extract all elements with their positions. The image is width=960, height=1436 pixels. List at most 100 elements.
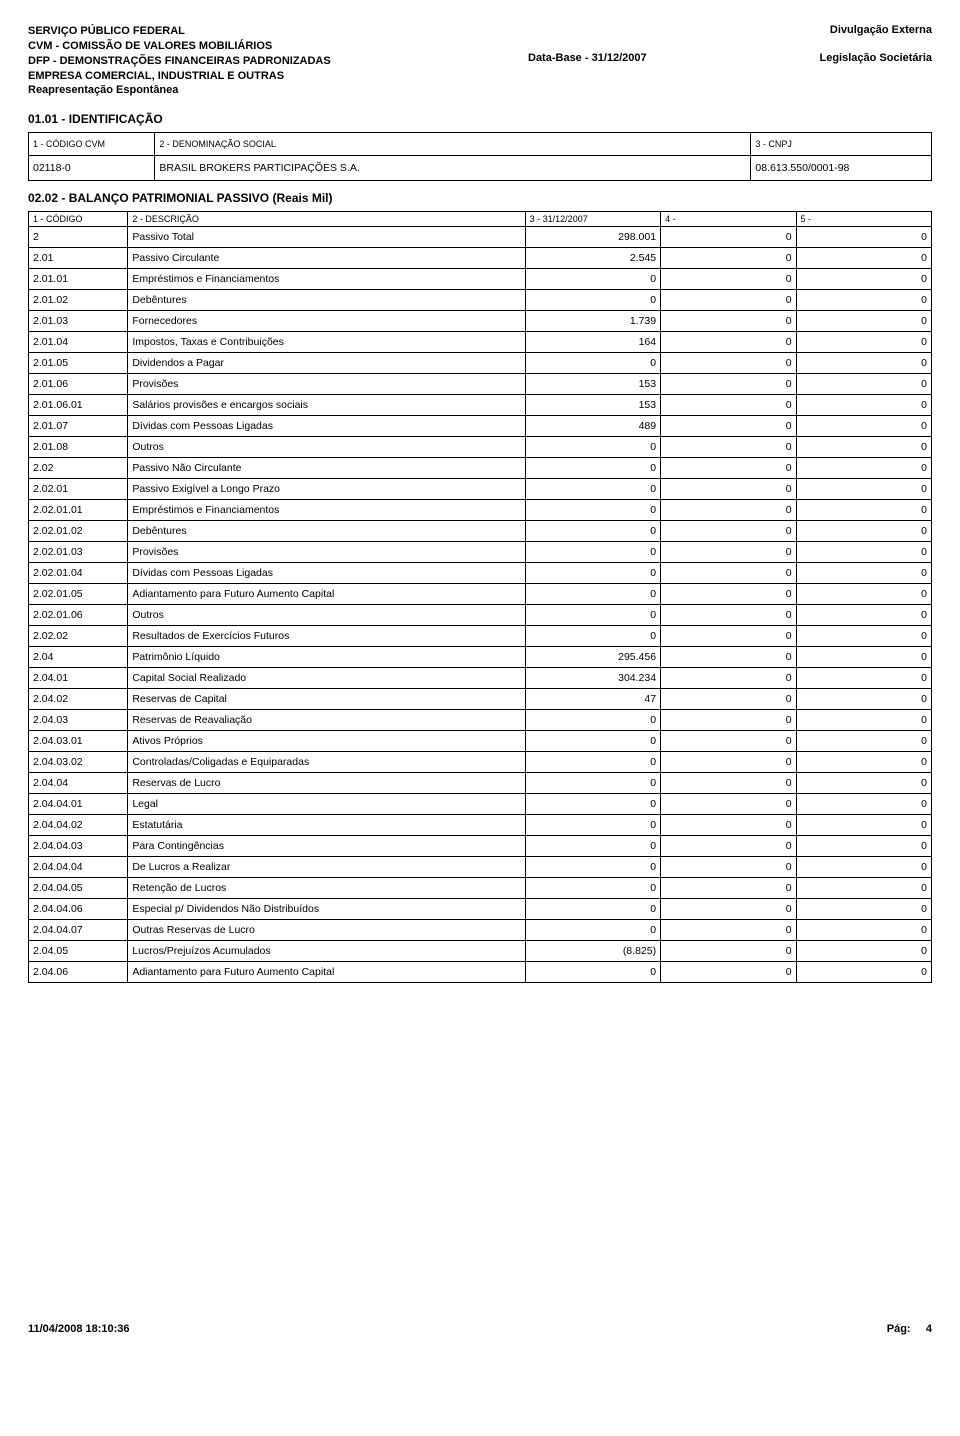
header-line-3: DFP - DEMONSTRAÇÕES FINANCEIRAS PADRONIZ… <box>28 54 932 69</box>
cell-v2: 0 <box>661 227 796 248</box>
cell-code: 2.02.01.02 <box>29 521 128 542</box>
cell-v3: 0 <box>796 836 931 857</box>
cell-desc: Reservas de Lucro <box>128 773 525 794</box>
cell-v2: 0 <box>661 878 796 899</box>
table-row: 2.04.04Reservas de Lucro000 <box>29 773 932 794</box>
cell-v2: 0 <box>661 962 796 983</box>
balance-head-v2: 4 - <box>661 212 796 227</box>
cell-desc: Provisões <box>128 374 525 395</box>
table-row: 2.04Patrimônio Líquido295.45600 <box>29 647 932 668</box>
cell-v2: 0 <box>661 269 796 290</box>
cell-v1: (8.825) <box>525 941 660 962</box>
table-row: 2.04.04.02Estatutária000 <box>29 815 932 836</box>
cell-v2: 0 <box>661 857 796 878</box>
cell-v3: 0 <box>796 227 931 248</box>
cell-code: 2.04.01 <box>29 668 128 689</box>
balance-head-desc: 2 - DESCRIÇÃO <box>128 212 525 227</box>
header-line-1: SERVIÇO PÚBLICO FEDERAL <box>28 24 932 39</box>
cell-code: 2.02.01.06 <box>29 605 128 626</box>
cell-v3: 0 <box>796 710 931 731</box>
header-data-base: Data-Base - 31/12/2007 <box>528 52 647 64</box>
table-row: 2.04.04.05Retenção de Lucros000 <box>29 878 932 899</box>
table-row: 2.01.02Debêntures000 <box>29 290 932 311</box>
cell-v2: 0 <box>661 395 796 416</box>
identification-table: 1 - CÓDIGO CVM 2 - DENOMINAÇÃO SOCIAL 3 … <box>28 132 932 181</box>
cell-v3: 0 <box>796 962 931 983</box>
cell-v3: 0 <box>796 731 931 752</box>
cell-v2: 0 <box>661 710 796 731</box>
cell-desc: Especial p/ Dividendos Não Distribuídos <box>128 899 525 920</box>
cell-v1: 0 <box>525 521 660 542</box>
cell-v1: 164 <box>525 332 660 353</box>
cell-v2: 0 <box>661 584 796 605</box>
table-row: 2.02.01.01Empréstimos e Financiamentos00… <box>29 500 932 521</box>
footer-page-number: 4 <box>926 1323 932 1335</box>
balance-table: 1 - CÓDIGO 2 - DESCRIÇÃO 3 - 31/12/2007 … <box>28 211 932 983</box>
cell-desc: Resultados de Exercícios Futuros <box>128 626 525 647</box>
table-row: 2.02.01.02Debêntures000 <box>29 521 932 542</box>
cell-desc: Debêntures <box>128 521 525 542</box>
cell-v3: 0 <box>796 395 931 416</box>
ident-value-cnpj: 08.613.550/0001-98 <box>751 156 932 181</box>
section-identification-title: 01.01 - IDENTIFICAÇÃO <box>28 112 932 126</box>
cell-v1: 2.545 <box>525 248 660 269</box>
cell-desc: Dívidas com Pessoas Ligadas <box>128 416 525 437</box>
cell-desc: Debêntures <box>128 290 525 311</box>
cell-v2: 0 <box>661 899 796 920</box>
cell-v3: 0 <box>796 941 931 962</box>
cell-desc: Dividendos a Pagar <box>128 353 525 374</box>
cell-v2: 0 <box>661 647 796 668</box>
cell-v2: 0 <box>661 752 796 773</box>
cell-v3: 0 <box>796 374 931 395</box>
cell-v1: 0 <box>525 479 660 500</box>
ident-label-code: 1 - CÓDIGO CVM <box>29 133 155 156</box>
cell-v2: 0 <box>661 500 796 521</box>
cell-v2: 0 <box>661 689 796 710</box>
cell-v3: 0 <box>796 542 931 563</box>
ident-value-name: BRASIL BROKERS PARTICIPAÇÕES S.A. <box>155 156 751 181</box>
cell-v1: 0 <box>525 269 660 290</box>
cell-v1: 0 <box>525 563 660 584</box>
table-row: 2.01.04Impostos, Taxas e Contribuições16… <box>29 332 932 353</box>
cell-v2: 0 <box>661 668 796 689</box>
table-row: 2.02.01.04Dívidas com Pessoas Ligadas000 <box>29 563 932 584</box>
cell-v3: 0 <box>796 269 931 290</box>
cell-code: 2 <box>29 227 128 248</box>
cell-v2: 0 <box>661 290 796 311</box>
cell-v3: 0 <box>796 458 931 479</box>
table-row: 2.04.04.06Especial p/ Dividendos Não Dis… <box>29 899 932 920</box>
cell-v2: 0 <box>661 731 796 752</box>
cell-desc: Reservas de Reavaliação <box>128 710 525 731</box>
table-row: 2.04.04.07Outras Reservas de Lucro000 <box>29 920 932 941</box>
cell-v1: 0 <box>525 437 660 458</box>
cell-desc: Fornecedores <box>128 311 525 332</box>
cell-v3: 0 <box>796 647 931 668</box>
cell-desc: Passivo Total <box>128 227 525 248</box>
report-header: SERVIÇO PÚBLICO FEDERAL CVM - COMISSÃO D… <box>28 24 932 98</box>
cell-desc: Passivo Exigível a Longo Prazo <box>128 479 525 500</box>
cell-desc: De Lucros a Realizar <box>128 857 525 878</box>
table-row: 2.02.01.03Provisões000 <box>29 542 932 563</box>
cell-v2: 0 <box>661 248 796 269</box>
cell-code: 2.01.08 <box>29 437 128 458</box>
cell-v1: 0 <box>525 920 660 941</box>
cell-v2: 0 <box>661 941 796 962</box>
table-row: 2.04.03.02Controladas/Coligadas e Equipa… <box>29 752 932 773</box>
cell-v1: 295.456 <box>525 647 660 668</box>
cell-v3: 0 <box>796 500 931 521</box>
balance-head-v3: 5 - <box>796 212 931 227</box>
cell-v2: 0 <box>661 521 796 542</box>
cell-v1: 0 <box>525 500 660 521</box>
table-row: 2.02.01.06Outros000 <box>29 605 932 626</box>
cell-v2: 0 <box>661 626 796 647</box>
table-row: 2.04.06Adiantamento para Futuro Aumento … <box>29 962 932 983</box>
cell-desc: Retenção de Lucros <box>128 878 525 899</box>
cell-code: 2.02.01.05 <box>29 584 128 605</box>
cell-code: 2.02.01.04 <box>29 563 128 584</box>
cell-desc: Adiantamento para Futuro Aumento Capital <box>128 962 525 983</box>
cell-v2: 0 <box>661 920 796 941</box>
ident-value-code: 02118-0 <box>29 156 155 181</box>
cell-desc: Lucros/Prejuízos Acumulados <box>128 941 525 962</box>
cell-code: 2.01.02 <box>29 290 128 311</box>
cell-desc: Estatutária <box>128 815 525 836</box>
